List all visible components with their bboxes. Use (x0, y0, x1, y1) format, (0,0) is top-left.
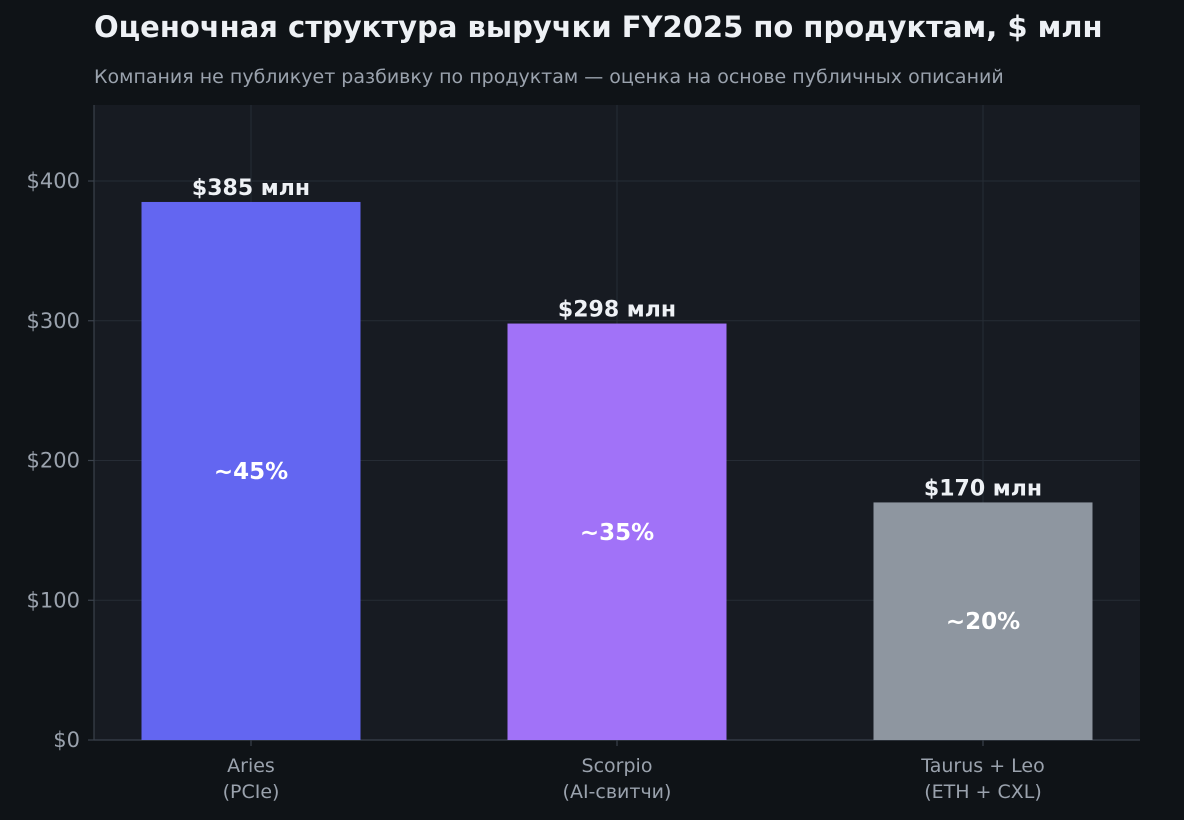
y-tick-label: $200 (27, 449, 80, 473)
bar-2 (507, 323, 727, 740)
chart-subtitle: Компания не публикует разбивку по продук… (94, 66, 1004, 88)
x-tick-label: Aries (227, 755, 275, 777)
bar-value-label: $298 млн (558, 298, 676, 323)
chart-title: Оценочная структура выручки FY2025 по пр… (94, 10, 1103, 44)
bar-3 (873, 502, 1093, 740)
x-tick-label: (ETH + CXL) (924, 781, 1042, 803)
bar-share-label: ~45% (214, 459, 288, 485)
y-tick-label: $300 (27, 309, 80, 333)
y-tick-label: $0 (53, 728, 80, 752)
bar-value-label: $170 млн (924, 476, 1042, 501)
x-tick-label: Scorpio (582, 755, 653, 777)
bar-1 (141, 201, 361, 740)
bar-share-label: ~20% (946, 609, 1020, 635)
y-tick-label: $100 (27, 588, 80, 612)
bar-value-label: $385 млн (192, 176, 310, 201)
y-tick-label: $400 (27, 169, 80, 193)
bar-share-label: ~35% (580, 520, 654, 546)
x-tick-label: (PCIe) (223, 781, 280, 803)
x-tick-label: (AI-свитчи) (563, 781, 672, 803)
x-tick-label: Taurus + Leo (920, 755, 1044, 777)
